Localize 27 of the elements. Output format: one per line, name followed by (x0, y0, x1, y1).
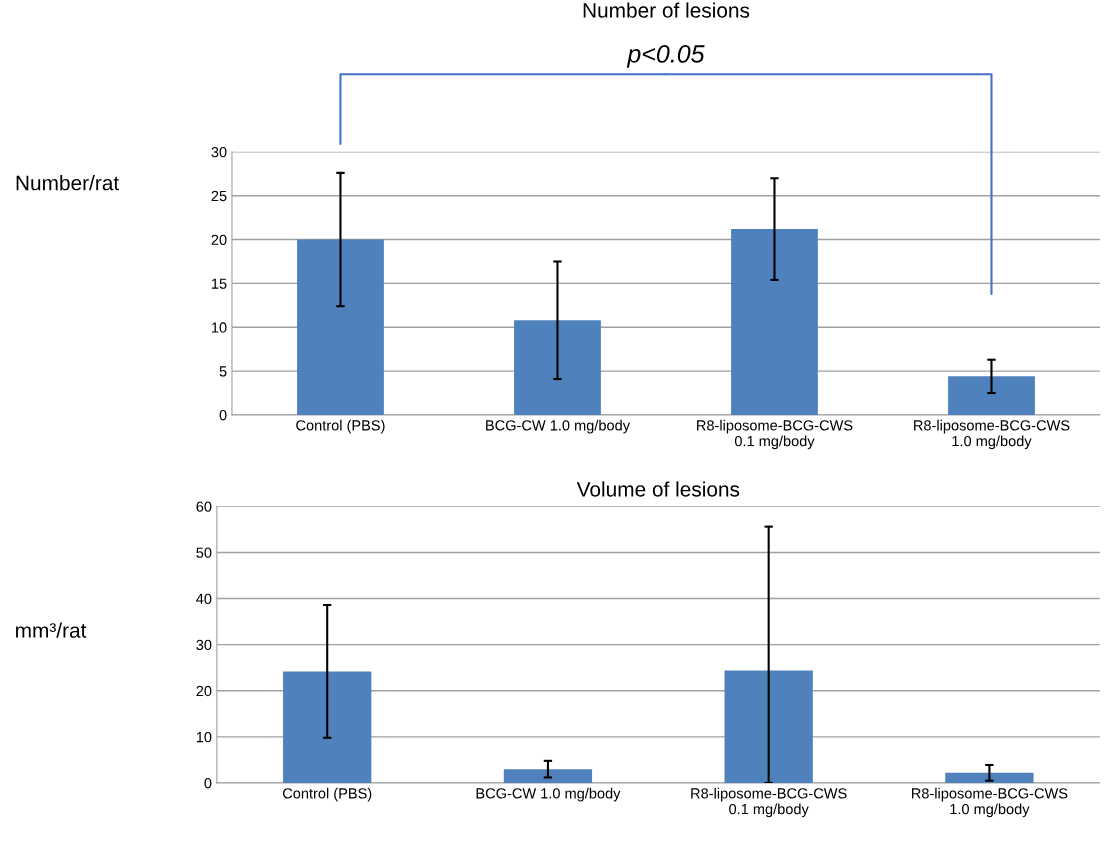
y-tick-label: 25 (211, 190, 227, 202)
x-tick-label: R8-liposome-BCG-CWS 0.1 mg/body (691, 787, 847, 818)
y-tick-label: 5 (219, 366, 227, 377)
y-axis-title: Number/rat (16, 175, 119, 191)
x-tick-label: R8-liposome-BCG-CWS 0.1 mg/body (697, 419, 853, 450)
x-tick-label: BCG-CW 1.0 mg/body (486, 419, 630, 434)
y-tick-label: 0 (219, 410, 227, 421)
y-tick-label: 40 (196, 593, 212, 604)
x-tick-label: Control (PBS) (282, 787, 372, 802)
y-tick-label: 60 (196, 501, 212, 512)
y-tick-label: 20 (196, 685, 212, 697)
y-axis-title: mm³/rat (16, 622, 87, 638)
y-tick-label: 50 (196, 547, 212, 558)
x-tick-label: BCG-CW 1.0 mg/body (476, 787, 621, 802)
x-tick-label: R8-liposome-BCG-CWS 1.0 mg/body (912, 787, 1068, 818)
y-tick-label: 10 (211, 322, 227, 333)
x-tick-label: Control (PBS) (296, 419, 385, 434)
text: p<0.05 (626, 45, 705, 68)
y-tick-label: 0 (204, 778, 212, 789)
y-tick-label: 15 (211, 278, 227, 289)
y-tick-label: 10 (196, 731, 212, 743)
chart-title: Volume of lesions (576, 481, 740, 497)
chart-title: Number of lesions (583, 2, 750, 18)
y-tick-label: 30 (196, 639, 212, 651)
y-tick-label: 20 (211, 234, 227, 245)
x-tick-label: R8-liposome-BCG-CWS 1.0 mg/body (914, 419, 1070, 450)
y-tick-label: 30 (211, 146, 227, 158)
